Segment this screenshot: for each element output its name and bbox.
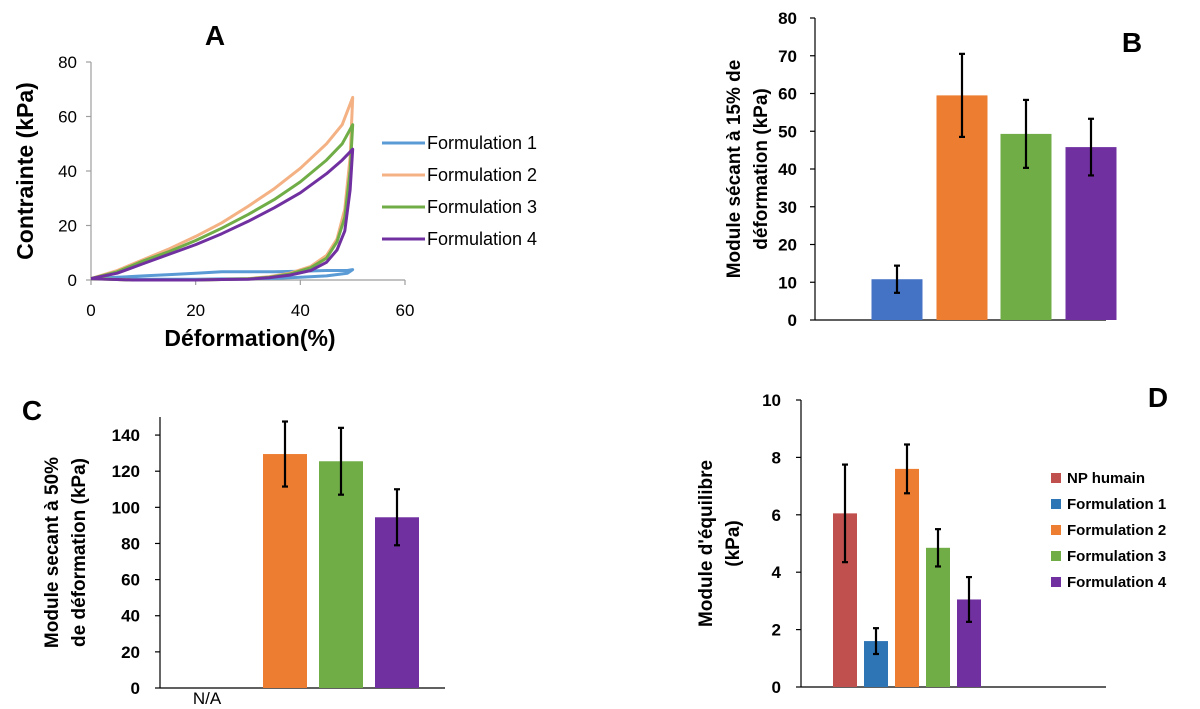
panel-c-y-tick-label: 100 — [112, 498, 140, 517]
panel-a-series-line — [90, 268, 355, 281]
panel-a-y-tick-label: 20 — [58, 217, 77, 236]
panel-c-chart: 0 20 40 60 80 100 120 140 Module secant à 50% de … — [42, 417, 445, 708]
panel-b-y-tick-label: 70 — [778, 47, 797, 66]
panel-d-y-tick-label: 10 — [762, 391, 781, 410]
panel-c-y-tick-label: 40 — [121, 607, 140, 626]
panel-d-chart: 0 2 4 6 8 10 Module d'équilibre (kPa) NP humain F… — [696, 391, 1167, 697]
panel-a-x-axis-label: Déformation(%) — [164, 325, 335, 351]
panel-d-y-tick-label: 4 — [772, 563, 782, 582]
panel-c-na-label: N/A — [193, 689, 222, 708]
panel-a-x-tick-label: 40 — [291, 301, 310, 320]
panel-a-y-axis-label: Contrainte (kPa) — [12, 82, 38, 260]
panel-b-y-tick-label: 40 — [778, 160, 797, 179]
panel-d-legend-label: Formulation 4 — [1067, 574, 1167, 591]
panel-a-y-tick-label: 80 — [58, 53, 77, 72]
panel-d-legend-swatch — [1051, 577, 1061, 587]
panel-a-y-tick-label: 0 — [68, 271, 77, 290]
panel-d-legend-label: NP humain — [1067, 470, 1145, 487]
panel-b-y-tick-label: 0 — [788, 311, 797, 330]
panel-d-y-axis-label-line: Module d'équilibre — [696, 460, 717, 627]
panel-d-y-tick-label: 6 — [772, 506, 781, 525]
panel-d-legend-swatch — [1051, 499, 1061, 509]
panel-d-y-tick-label: 8 — [772, 448, 781, 467]
panel-d-legend-swatch — [1051, 473, 1061, 483]
panel-b-chart: 0 10 20 30 40 50 60 70 80 Module sécant à 15% de d… — [724, 9, 1117, 330]
panel-d-bar — [895, 468, 919, 687]
panel-c-bar — [319, 461, 363, 688]
panel-c-y-tick-label: 120 — [112, 462, 140, 481]
panel-b-y-tick-label: 60 — [778, 85, 797, 104]
panel-d-legend-swatch — [1051, 525, 1061, 535]
panel-c-y-axis-label-line: Module secant à 50% — [42, 457, 63, 648]
panel-a-legend-label: Formulation 3 — [427, 197, 537, 217]
panel-a-legend-label: Formulation 4 — [427, 229, 537, 249]
panel-c-y-axis-label-line: de déformation (kPa) — [69, 458, 90, 647]
panel-a-x-tick-label: 20 — [186, 301, 205, 320]
panel-a-letter: A — [205, 20, 225, 51]
panel-c-y-tick-label: 80 — [121, 534, 140, 553]
panel-d-legend-label: Formulation 2 — [1067, 522, 1166, 539]
panel-c-y-tick-label: 140 — [112, 426, 140, 445]
panel-a-legend-label: Formulation 1 — [427, 133, 537, 153]
panel-a-y-tick-label: 40 — [58, 162, 77, 181]
panel-b-y-axis-label-line: Module sécant à 15% de — [724, 60, 745, 279]
panel-c-y-tick-label: 60 — [121, 571, 140, 590]
panel-d-bar — [926, 547, 950, 687]
panel-b-y-tick-label: 50 — [778, 122, 797, 141]
panel-b-letter: B — [1122, 27, 1142, 58]
panel-d-letter: D — [1148, 382, 1168, 413]
panel-a-y-tick-label: 60 — [58, 108, 77, 127]
panel-b-y-axis-label-line: déformation (kPa) — [751, 88, 772, 250]
panel-a-x-tick-label: 60 — [396, 301, 415, 320]
panel-d-legend-label: Formulation 3 — [1067, 548, 1166, 565]
panel-c-letter: C — [22, 395, 42, 426]
panel-b-y-tick-label: 80 — [778, 9, 797, 28]
panel-d-y-tick-label: 0 — [772, 678, 781, 697]
panel-a-legend-label: Formulation 2 — [427, 165, 537, 185]
panel-d-legend-label: Formulation 1 — [1067, 496, 1166, 513]
panel-c-y-tick-label: 20 — [121, 643, 140, 662]
panel-b-y-tick-label: 30 — [778, 198, 797, 217]
panel-a-chart: 0 20 40 60 80 0 20 40 60 Déformation(%) Contrainte… — [12, 53, 537, 351]
panel-d-legend-swatch — [1051, 551, 1061, 561]
panel-c-y-tick-label: 0 — [131, 679, 140, 698]
panel-b-y-tick-label: 20 — [778, 236, 797, 255]
panel-a-series-line — [90, 147, 355, 282]
panel-d-y-axis-label-line: (kPa) — [723, 520, 744, 566]
panel-a-x-tick-label: 0 — [86, 301, 95, 320]
panel-a-series-line — [90, 123, 355, 282]
panel-a-series-line — [90, 95, 355, 282]
panel-b-y-tick-label: 10 — [778, 273, 797, 292]
panel-d-y-tick-label: 2 — [772, 621, 781, 640]
panel-c-bar — [263, 454, 307, 688]
